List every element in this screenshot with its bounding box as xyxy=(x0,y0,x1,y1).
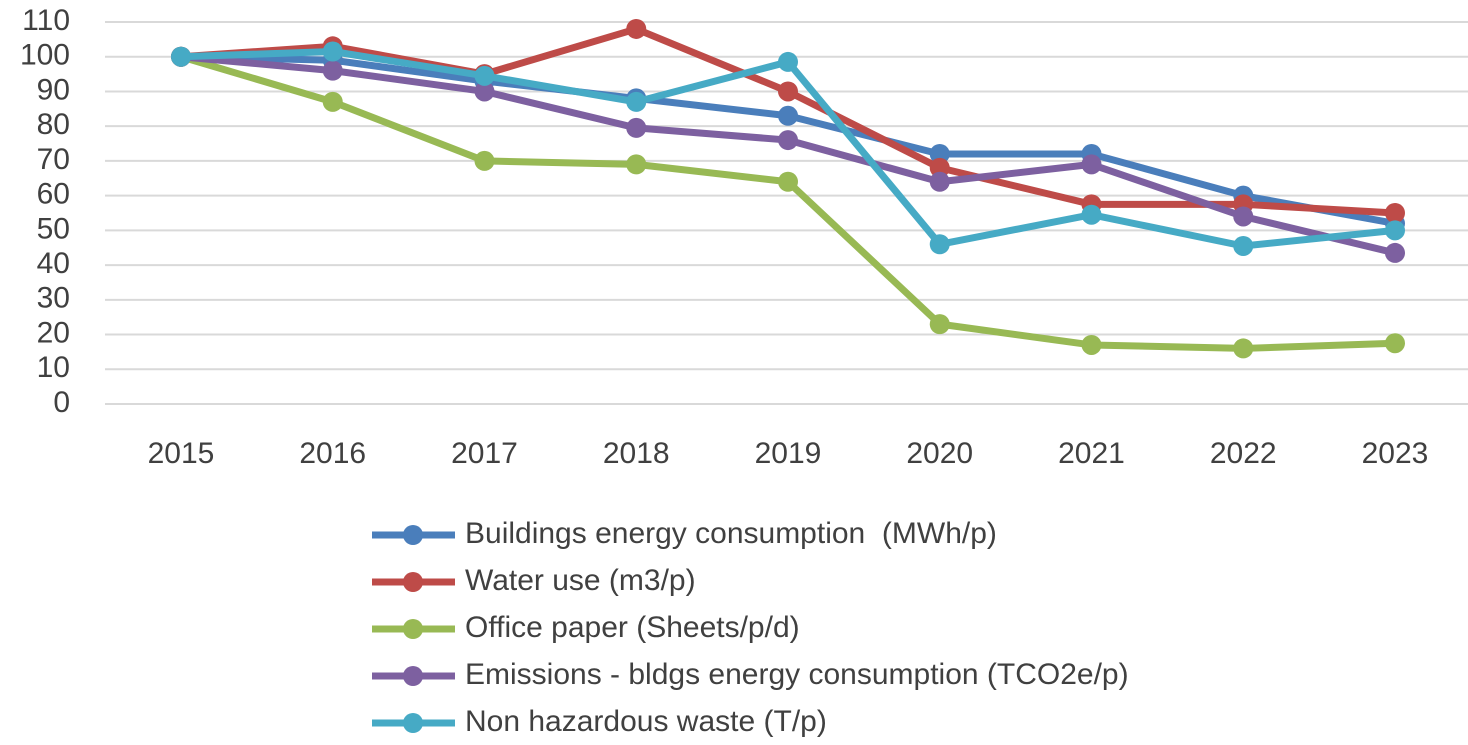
point xyxy=(1385,220,1405,241)
legend-label: Office paper (Sheets/p/d) xyxy=(465,611,800,644)
point xyxy=(322,60,343,81)
point xyxy=(474,150,495,171)
legend-marker xyxy=(403,666,423,686)
x-tick-label: 2019 xyxy=(755,437,822,470)
legend-label: Non hazardous waste (T/p) xyxy=(465,705,827,738)
point xyxy=(1385,242,1405,263)
point xyxy=(171,46,191,67)
point xyxy=(1081,204,1102,225)
point xyxy=(322,41,343,62)
point xyxy=(474,65,495,86)
y-tick-label: 100 xyxy=(20,39,70,72)
x-tick-label: 2015 xyxy=(148,437,215,470)
x-tick-label: 2021 xyxy=(1058,437,1125,470)
x-tick-label: 2020 xyxy=(906,437,973,470)
y-tick-label: 20 xyxy=(37,316,70,349)
legend-label: Buildings energy consumption (MWh/p) xyxy=(465,517,997,550)
point xyxy=(778,171,798,192)
point xyxy=(778,51,798,72)
point xyxy=(929,314,950,335)
x-tick-label: 2023 xyxy=(1362,437,1429,470)
y-tick-label: 70 xyxy=(37,143,70,176)
point xyxy=(1233,235,1254,256)
legend-marker xyxy=(403,713,423,733)
x-tick-label: 2016 xyxy=(299,437,366,470)
point xyxy=(929,157,950,178)
point xyxy=(1385,203,1405,223)
point xyxy=(778,105,798,126)
y-tick-label: 50 xyxy=(37,212,70,245)
point xyxy=(1385,333,1405,354)
point xyxy=(1233,338,1254,359)
point xyxy=(1233,206,1254,227)
point xyxy=(322,91,343,112)
y-tick-label: 30 xyxy=(37,282,70,315)
point xyxy=(626,117,647,138)
x-tick-label: 2017 xyxy=(451,437,518,470)
point xyxy=(929,143,950,164)
y-tick-label: 40 xyxy=(37,247,70,280)
x-tick-label: 2022 xyxy=(1210,437,1277,470)
point xyxy=(929,171,950,192)
y-tick-label: 90 xyxy=(37,73,70,106)
y-tick-label: 0 xyxy=(53,386,70,419)
x-tick-label: 2018 xyxy=(603,437,670,470)
y-tick-label: 80 xyxy=(37,108,70,141)
point xyxy=(778,130,798,151)
legend-marker xyxy=(403,619,423,639)
point xyxy=(626,91,647,112)
legend-label: Emissions - bldgs energy consumption (TC… xyxy=(465,658,1129,691)
point xyxy=(626,154,647,175)
y-tick-label: 60 xyxy=(37,178,70,211)
point xyxy=(778,81,798,102)
point xyxy=(929,234,950,255)
legend-marker xyxy=(403,572,423,592)
y-tick-label: 10 xyxy=(37,351,70,384)
legend-label: Water use (m3/p) xyxy=(465,564,696,597)
point xyxy=(1081,154,1102,175)
point xyxy=(474,81,495,102)
point xyxy=(1081,334,1102,355)
y-tick-label: 110 xyxy=(22,4,70,37)
legend-marker xyxy=(403,525,423,545)
point xyxy=(626,18,647,39)
